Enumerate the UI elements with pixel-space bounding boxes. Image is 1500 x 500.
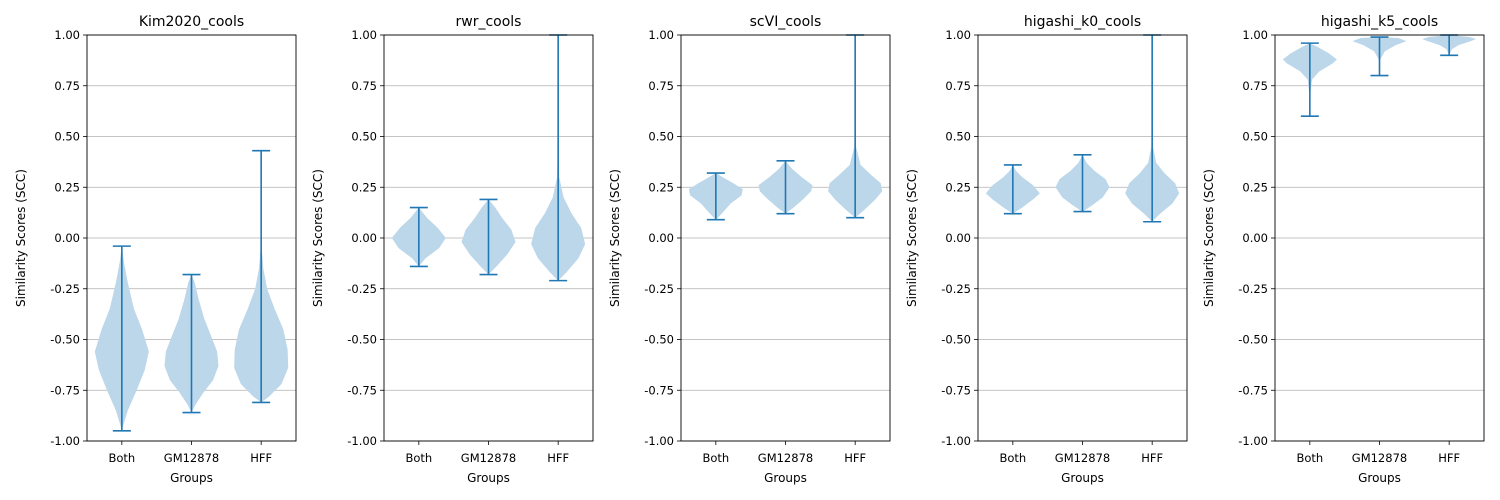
y-tick-label: -1.00: [347, 434, 377, 448]
x-tick-label: Both: [999, 451, 1026, 465]
y-tick-label: -1.00: [941, 434, 971, 448]
y-tick-label: 0.00: [648, 231, 674, 245]
y-axis-label: Similarity Scores (SCC): [14, 169, 28, 307]
y-axis-label: Similarity Scores (SCC): [311, 169, 325, 307]
y-tick-label: -0.25: [644, 282, 674, 296]
chart-panel-5: -1.00 -0.75 -0.50 -0.25 0.00 0.25 0.50 0.75 1.00…: [1202, 14, 1485, 485]
x-tick-label: GM12878: [461, 451, 516, 465]
y-tick-label: 0.75: [351, 79, 377, 93]
y-tick-label: -0.50: [644, 333, 674, 347]
axes-frame: [977, 34, 1188, 442]
y-tick-label: 0.25: [1242, 180, 1268, 194]
y-tick-label: 0.25: [945, 180, 971, 194]
x-tick-label: HFF: [547, 451, 569, 465]
y-tick-label: -0.25: [347, 282, 377, 296]
chart-panel-1: -1.00 -0.75 -0.50 -0.25 0.00 0.25 0.50 0.75 1.00…: [14, 14, 297, 485]
axes-frame: [680, 34, 891, 442]
y-tick-label: 0.00: [351, 231, 377, 245]
y-axis-label: Similarity Scores (SCC): [905, 169, 919, 307]
axes-frame: [1274, 34, 1485, 442]
y-tick-label: -0.75: [50, 383, 80, 397]
chart-title: higashi_k5_cools: [1321, 14, 1438, 30]
y-tick-label: 0.00: [54, 231, 80, 245]
y-tick-label: -0.75: [347, 383, 377, 397]
x-axis-label: Groups: [764, 471, 807, 485]
y-tick-label: -1.00: [50, 434, 80, 448]
x-tick-label: GM12878: [164, 451, 219, 465]
y-tick-label: -0.50: [347, 333, 377, 347]
y-tick-label: 0.25: [54, 180, 80, 194]
y-tick-label: 0.75: [945, 79, 971, 93]
chart-title: higashi_k0_cools: [1024, 14, 1141, 30]
x-axis-label: Groups: [170, 471, 213, 485]
x-axis-label: Groups: [1061, 471, 1104, 485]
x-axis-label: Groups: [467, 471, 510, 485]
x-tick-label: Both: [108, 451, 135, 465]
y-tick-label: 1.00: [54, 28, 80, 42]
axes-frame: [86, 34, 297, 442]
y-tick-label: 0.50: [945, 130, 971, 144]
y-tick-label: 0.50: [351, 130, 377, 144]
x-axis-label: Groups: [1358, 471, 1401, 485]
axes-frame: [383, 34, 594, 442]
y-tick-label: 0.50: [648, 130, 674, 144]
y-tick-label: 0.00: [1242, 231, 1268, 245]
y-tick-label: -0.25: [50, 282, 80, 296]
y-tick-label: 1.00: [351, 28, 377, 42]
y-tick-label: 0.25: [351, 180, 377, 194]
chart-panel-3: -1.00 -0.75 -0.50 -0.25 0.00 0.25 0.50 0.75 1.00…: [608, 14, 891, 485]
chart-title: Kim2020_cools: [139, 14, 244, 30]
chart-title: scVI_cools: [750, 14, 822, 30]
x-tick-label: Both: [405, 451, 432, 465]
y-tick-label: -1.00: [644, 434, 674, 448]
y-tick-label: -0.25: [1238, 282, 1268, 296]
x-tick-label: HFF: [250, 451, 272, 465]
y-tick-label: 0.50: [54, 130, 80, 144]
y-tick-label: 1.00: [648, 28, 674, 42]
x-tick-label: GM12878: [1055, 451, 1110, 465]
x-tick-label: HFF: [1438, 451, 1460, 465]
y-tick-label: 0.25: [648, 180, 674, 194]
x-tick-label: GM12878: [758, 451, 813, 465]
y-tick-label: 1.00: [945, 28, 971, 42]
x-tick-label: HFF: [844, 451, 866, 465]
chart-panel-4: -1.00 -0.75 -0.50 -0.25 0.00 0.25 0.50 0.75 1.00…: [905, 14, 1188, 485]
chart-panel-2: -1.00 -0.75 -0.50 -0.25 0.00 0.25 0.50 0.75 1.00…: [311, 14, 594, 485]
y-tick-label: -0.50: [50, 333, 80, 347]
y-tick-label: -0.50: [941, 333, 971, 347]
chart-title: rwr_cools: [456, 14, 522, 30]
y-tick-label: -0.75: [1238, 383, 1268, 397]
y-tick-label: 0.75: [648, 79, 674, 93]
y-tick-label: -1.00: [1238, 434, 1268, 448]
y-tick-label: 0.75: [1242, 79, 1268, 93]
y-tick-label: -0.25: [941, 282, 971, 296]
x-tick-label: GM12878: [1352, 451, 1407, 465]
x-tick-label: Both: [1296, 451, 1323, 465]
y-tick-label: -0.75: [941, 383, 971, 397]
y-axis-label: Similarity Scores (SCC): [608, 169, 622, 307]
x-tick-label: Both: [702, 451, 729, 465]
y-tick-label: 1.00: [1242, 28, 1268, 42]
y-tick-label: 0.75: [54, 79, 80, 93]
y-tick-label: -0.75: [644, 383, 674, 397]
y-tick-label: 0.00: [945, 231, 971, 245]
x-tick-label: HFF: [1141, 451, 1163, 465]
y-axis-label: Similarity Scores (SCC): [1202, 169, 1216, 307]
y-tick-label: -0.50: [1238, 333, 1268, 347]
y-tick-label: 0.50: [1242, 130, 1268, 144]
